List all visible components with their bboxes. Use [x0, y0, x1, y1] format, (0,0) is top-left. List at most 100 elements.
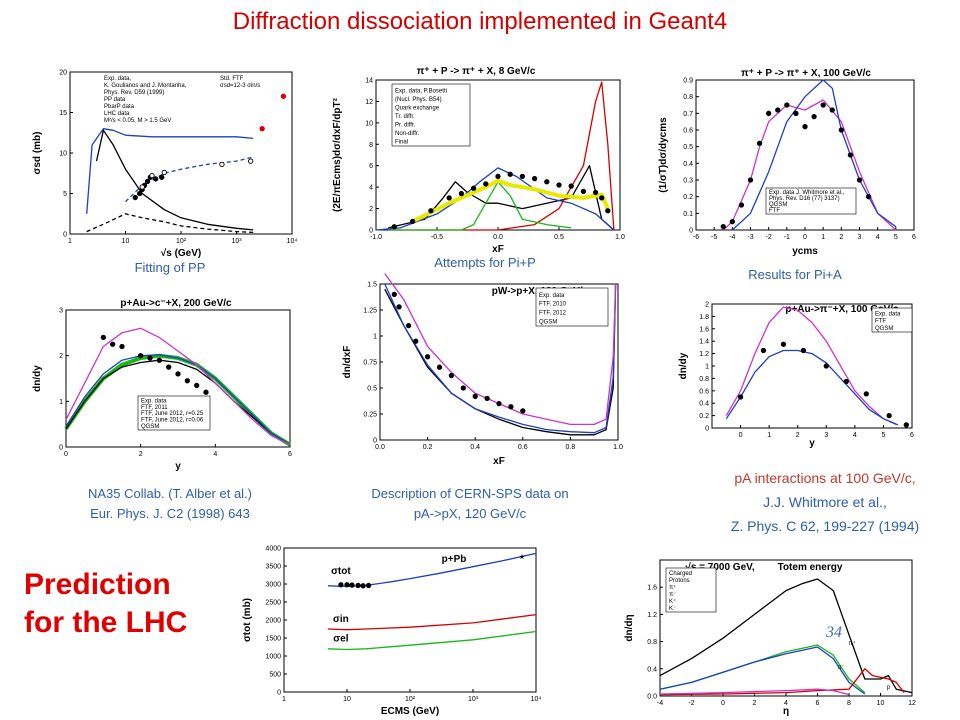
data-point: [903, 422, 909, 428]
y-tick-label: 0.4: [647, 666, 657, 673]
y-tick-label: 0.75: [363, 360, 377, 367]
data-point: [100, 334, 106, 341]
data-point: [737, 394, 744, 400]
caption-pa-line2: J.J. Whitmore et al.,: [763, 494, 887, 510]
y-tick-label: 14: [365, 78, 373, 85]
chart-pip-ycms: -6 -5 -4 -3 -2 -1 0 1 2 3 4 5 6 0 0.1 0.2 0.3 0.4 0.5 0.6 0.…: [656, 58, 926, 258]
y-tick-label: 0.8: [699, 376, 709, 383]
legend-entry: QGSM: [875, 326, 893, 332]
y-tick-label: 0: [689, 228, 693, 235]
x-tick-label: -2: [688, 700, 694, 707]
series-line-5: [659, 688, 850, 696]
chart-title: p+Pb: [442, 554, 467, 565]
chart-pau-cminus: 0 2 4 6 0 1 2 3 y dn/dy p+Au->c⁻+X, 200 GeV/c Exp. …: [30, 288, 300, 473]
x-axis-label: √s (GeV): [161, 248, 202, 259]
x-tick-label: 0: [739, 432, 743, 439]
chart-lhc-eta: -4 -2 0 2 4 6 8 10 12 0.0 0.4 0.8 1.2 1.6 η dn/dη Totem …: [622, 550, 922, 718]
data-point: [391, 224, 397, 230]
chart-pip-xf-svg: -1.0 -0.5 0.0 0.5 1.0 0 2 4 6 8 10 12 14 xF (2E/πEcms)…: [332, 66, 625, 255]
data-point: [756, 140, 763, 146]
y-tick-label: 0.4: [683, 161, 693, 168]
legend-entry: K⁺: [669, 598, 676, 605]
legend-box: [137, 395, 211, 431]
caption-cern-line2: pA->pX, 120 GeV/c: [413, 506, 527, 521]
data-point: [409, 218, 416, 225]
chart-title: Totem energy: [778, 562, 843, 573]
data-point: [580, 188, 587, 195]
legend-entry: FTF, 2011: [141, 405, 168, 411]
legend-entry: FTF, 2010: [539, 302, 567, 308]
legend-entry: Final: [395, 139, 408, 145]
data-point: [784, 102, 790, 108]
y-tick-label: 1: [373, 334, 377, 341]
x-tick-label: 1: [282, 696, 286, 703]
y-tick-label: 5: [63, 191, 67, 198]
y-tick-label: 1.8: [699, 314, 709, 321]
y-tick-label: 1.2: [699, 351, 709, 358]
y-tick-label: 0: [369, 228, 373, 235]
y-tick-label: 1.5: [367, 282, 377, 289]
legend-entry: π⁺: [669, 584, 676, 591]
legend-entry: FTF, June 2012, r=0.06: [141, 418, 204, 424]
chart-ppb-sigma-svg: 1 10 10² 10³ 10⁴ 0 500 1000 1500 2000 2500 3000 3500…: [242, 546, 541, 718]
data-point: [149, 173, 155, 179]
x-tick-label: -4: [657, 700, 663, 707]
series-label: σtot: [331, 566, 351, 577]
data-point: [460, 385, 466, 391]
y-axis-label: dn/dxF: [342, 346, 353, 379]
legend-entry: QGSM: [539, 319, 557, 325]
series-label: σel: [333, 634, 348, 645]
data-point: [766, 110, 772, 116]
y-tick-label: 2500: [265, 600, 281, 607]
caption-na35-line1: NA35 Collab. (T. Alber et al.): [87, 486, 253, 501]
chart-pw-p: 0.0 0.2 0.4 0.6 0.8 1.0 0 0.25 0.5 0.75 1 1.25 1.5 xF…: [340, 268, 630, 468]
caption-na35-line2: Eur. Phys. J. C2 (1998) 643: [90, 506, 250, 521]
y-tick-label: 0.8: [683, 94, 693, 101]
data-point: [720, 224, 726, 230]
series-line-3: [384, 273, 617, 426]
x-tick-label: 0.8: [566, 444, 576, 451]
data-point: [820, 102, 826, 108]
data-point: [446, 195, 452, 201]
x-tick-label: 3: [858, 234, 862, 241]
data-point: [424, 354, 431, 360]
legend-entry: M²/s < 0.05, M > 1.5 GeV: [104, 118, 171, 124]
x-tick-label: 8: [847, 700, 851, 707]
legend-box: [871, 307, 913, 333]
x-tick-label: 4: [853, 432, 857, 439]
y-tick-label: 0: [705, 426, 709, 433]
data-point: [496, 400, 502, 407]
y-tick-label: 0.25: [363, 412, 377, 419]
legend-entry: Phys. Rev. D16 (77) 3137): [769, 196, 840, 202]
data-point: [520, 408, 526, 414]
y-tick-label: 6: [369, 163, 373, 170]
y-tick-label: 0.4: [699, 401, 709, 408]
data-point: [119, 343, 125, 350]
legend-entry: Protons: [669, 578, 690, 584]
y-tick-label: 2000: [265, 618, 281, 625]
series-line-1: [659, 578, 913, 694]
y-tick-label: 0.6: [699, 388, 709, 395]
x-tick-label: -6: [693, 234, 699, 241]
data-point: [355, 582, 361, 589]
series-line-1: [327, 552, 537, 588]
x-axis-label: ECMS (GeV): [381, 706, 439, 717]
x-tick-label: 5: [894, 234, 898, 241]
data-point: [507, 171, 513, 177]
y-tick-label: 10: [365, 120, 373, 127]
y-tick-label: 2: [59, 353, 63, 360]
legend-entry: Phys. Rev. D59 (1999): [104, 90, 164, 96]
y-tick-label: 0.2: [683, 194, 693, 201]
x-tick-label: 0.5: [554, 234, 564, 241]
x-tick-label: 0.4: [470, 444, 480, 451]
data-point: [829, 107, 835, 113]
data-point: [144, 178, 151, 185]
chart-ppb-sigma: 1 10 10² 10³ 10⁴ 0 500 1000 1500 2000 2500 3000 3500…: [240, 540, 560, 718]
series-line-5: [411, 178, 610, 224]
data-point: [349, 582, 355, 588]
series-line-2: [65, 359, 291, 446]
x-tick-label: -2: [766, 234, 772, 241]
legend-entry: FTF, June 2012, r=0.25: [141, 411, 204, 417]
x-tick-label: 10: [122, 238, 130, 245]
chart-pp-sd-svg: 1 10 10² 10³ 10⁴ 0 5 10 15 20 √s (GeV) σsd (mb) Exp.…: [32, 70, 297, 260]
